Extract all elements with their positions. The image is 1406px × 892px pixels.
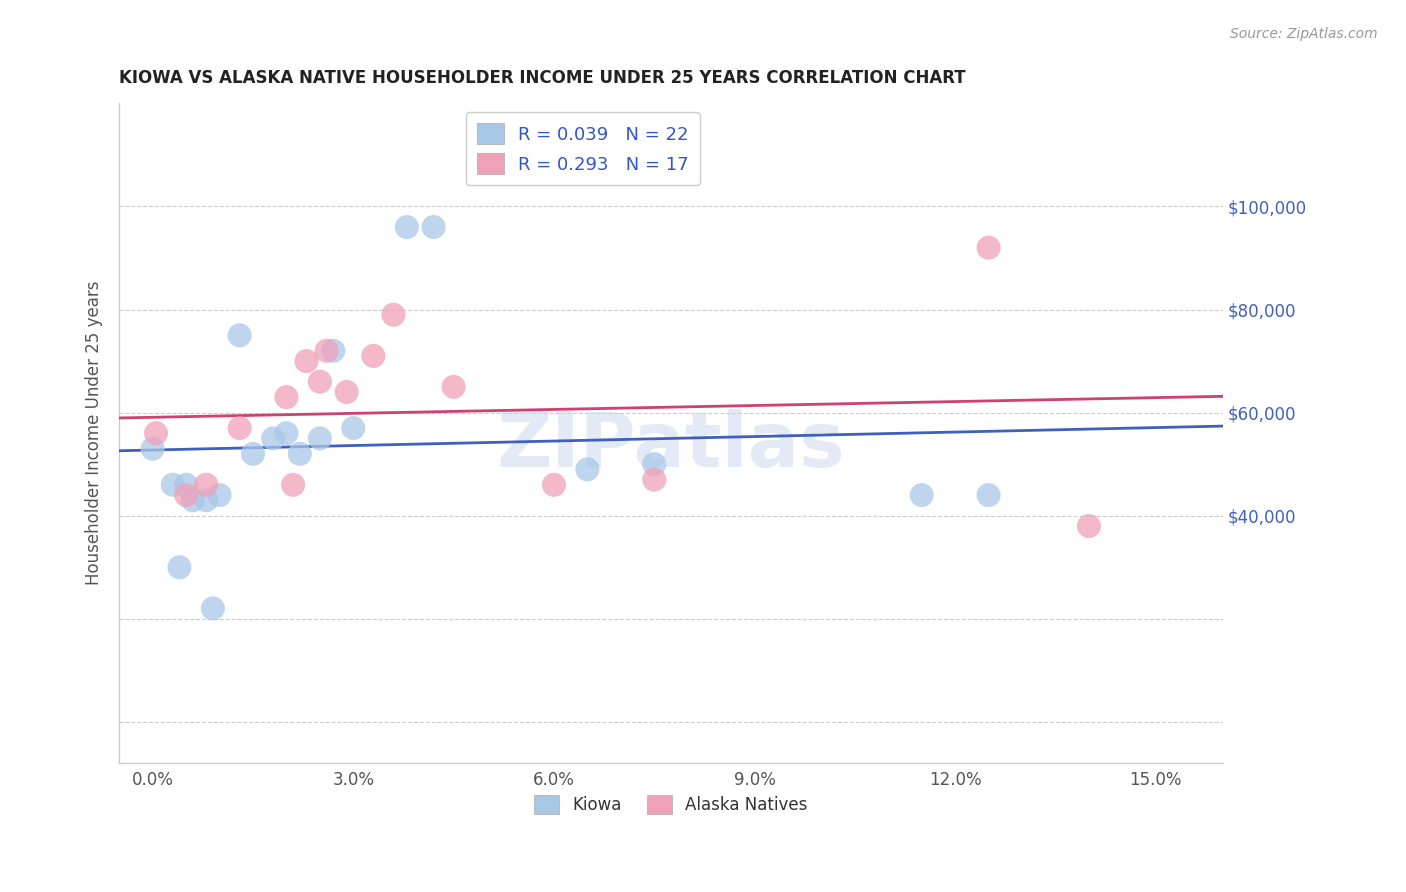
Point (643, 457, 665, 471)
Point (543, 477, 565, 491)
Point (322, 343, 344, 358)
Point (977, 241, 1000, 255)
Point (145, 426, 167, 441)
Point (309, 375, 332, 389)
Point (576, 462, 599, 476)
Point (142, 442, 165, 456)
Point (169, 560, 191, 574)
Point (208, 488, 231, 502)
Point (911, 488, 934, 502)
Point (395, 220, 418, 235)
Point (382, 308, 405, 322)
Point (276, 390, 298, 404)
Point (201, 601, 224, 615)
Point (276, 426, 298, 441)
Point (262, 431, 284, 445)
Point (288, 447, 311, 461)
Point (363, 349, 385, 363)
Point (422, 220, 444, 235)
Y-axis label: Householder Income Under 25 years: Householder Income Under 25 years (86, 281, 103, 585)
Point (195, 477, 218, 491)
Point (977, 488, 1000, 502)
Text: Source: ZipAtlas.com: Source: ZipAtlas.com (1230, 27, 1378, 41)
Point (336, 384, 359, 399)
Point (295, 354, 318, 368)
Point (228, 421, 250, 435)
Point (309, 431, 332, 445)
Point (174, 488, 197, 502)
Point (242, 447, 264, 461)
Text: KIOWA VS ALASKA NATIVE HOUSEHOLDER INCOME UNDER 25 YEARS CORRELATION CHART: KIOWA VS ALASKA NATIVE HOUSEHOLDER INCOM… (120, 69, 966, 87)
Point (174, 477, 197, 491)
Point (1077, 519, 1099, 533)
Point (162, 477, 184, 491)
Point (181, 493, 204, 508)
Point (443, 380, 465, 394)
Point (281, 477, 304, 491)
Point (228, 328, 250, 343)
Legend: Kiowa, Alaska Natives: Kiowa, Alaska Natives (527, 789, 814, 821)
Text: ZIPatlas: ZIPatlas (496, 409, 845, 483)
Point (342, 421, 364, 435)
Point (643, 473, 665, 487)
Point (195, 493, 218, 508)
Point (315, 343, 337, 358)
